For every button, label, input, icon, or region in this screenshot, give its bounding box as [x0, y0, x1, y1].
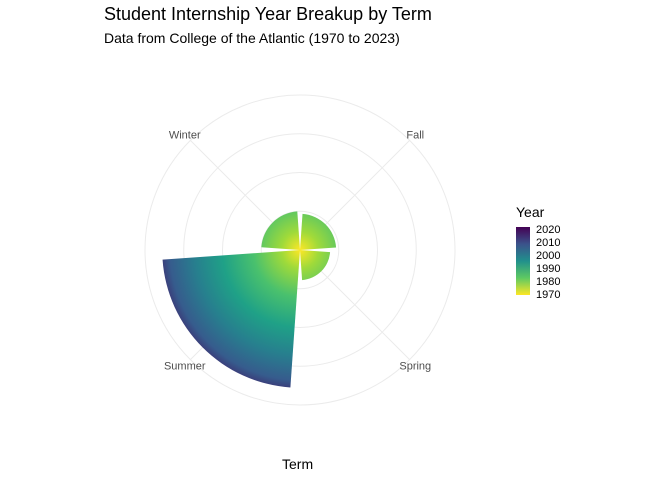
category-labels: Fall Spring Summer Winter: [164, 130, 431, 373]
bar-fall: [300, 213, 337, 250]
bar-summer: [162, 250, 300, 388]
polar-bars: [162, 211, 337, 388]
category-label-summer: Summer: [164, 360, 206, 372]
category-label-winter: Winter: [169, 130, 201, 142]
legend-label-1970: 1970: [536, 289, 561, 301]
legend-title: Year: [516, 204, 545, 220]
legend-label-1980: 1980: [536, 276, 561, 288]
grid-ring-2: [222, 172, 378, 328]
legend-label-2000: 2000: [536, 250, 561, 262]
legend-colorbar: [516, 227, 530, 295]
grid-ring-4: [144, 94, 456, 406]
bar-winter: [261, 211, 300, 250]
bar-spring: [300, 250, 331, 281]
category-label-fall: Fall: [406, 130, 424, 142]
chart-title: Student Internship Year Breakup by Term: [104, 4, 432, 24]
legend-label-2010: 2010: [536, 237, 561, 249]
legend-label-2020: 2020: [536, 224, 561, 236]
legend-label-1990: 1990: [536, 263, 561, 275]
grid-ring-1: [260, 210, 340, 290]
grid-ring-3: [183, 133, 417, 367]
category-label-spring: Spring: [399, 360, 431, 372]
chart-subtitle: Data from College of the Atlantic (1970 …: [104, 30, 400, 46]
x-axis-label: Term: [282, 456, 314, 472]
